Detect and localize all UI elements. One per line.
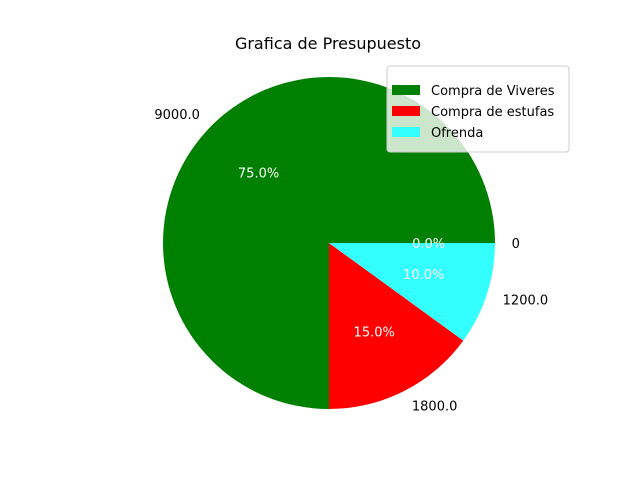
pie-labels: 9000.0 75.0% 1800.0 15.0% 1200.0 10.0% 0 0.0% [154,108,548,415]
slice-value-label: 0 [512,237,520,252]
legend-label: Ofrenda [431,126,483,141]
slice-value-label: 1200.0 [503,293,549,308]
pie-slice [329,243,464,409]
slice-value-label: 9000.0 [154,108,200,123]
legend-swatch [392,85,420,95]
slice-percent-label: 75.0% [238,167,279,182]
legend-swatch [392,106,420,116]
pie-slice [329,243,495,341]
slice-value-label: 1800.0 [412,400,458,415]
legend-frame [386,65,570,153]
legend: Compra de Viveres Compra de estufas Ofrend… [386,65,570,153]
legend-label: Compra de Viveres [431,84,555,99]
slice-percent-label: 0.0% [412,237,445,252]
chart-title: Grafica de Presupuesto [235,34,421,53]
pie-slices [163,77,495,409]
legend-swatch [392,127,420,137]
legend-label: Compra de estufas [431,105,554,120]
slice-percent-label: 10.0% [403,268,444,283]
slice-percent-label: 15.0% [354,326,395,341]
